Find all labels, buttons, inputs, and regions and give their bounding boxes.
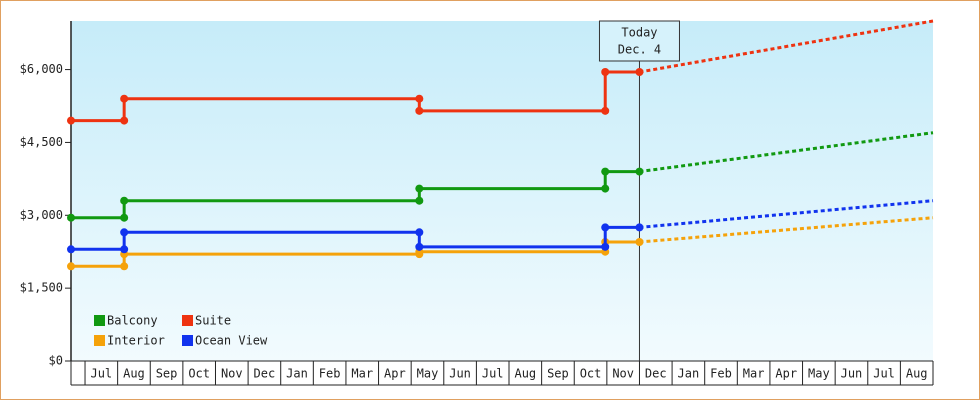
- legend-label: Suite: [195, 314, 231, 328]
- y-tick-label: $3,000: [20, 208, 63, 222]
- x-tick-label: Sep: [547, 367, 569, 381]
- forecast-line: [639, 19, 934, 74]
- today-box: [598, 20, 680, 62]
- point: [120, 196, 129, 205]
- legend-label: Interior: [107, 334, 165, 348]
- point: [415, 228, 424, 237]
- point: [415, 196, 424, 205]
- x-tick-label: Sep: [156, 367, 178, 381]
- point: [67, 262, 75, 271]
- y-tick-label: $0: [49, 354, 63, 368]
- point: [415, 106, 424, 115]
- point: [67, 245, 75, 254]
- point: [120, 245, 129, 254]
- forecast-line: [639, 199, 934, 229]
- point: [601, 167, 610, 176]
- x-tick-label: May: [808, 367, 830, 381]
- x-tick-label: Aug: [514, 367, 536, 381]
- point: [601, 242, 610, 251]
- x-tick-label: Aug: [123, 367, 145, 381]
- x-tick-label: Jan: [678, 367, 700, 381]
- x-tick-label: Aug: [906, 367, 928, 381]
- x-tick-label: Oct: [188, 367, 210, 381]
- x-tick-label: Feb: [319, 367, 341, 381]
- point: [601, 223, 610, 232]
- point: [67, 213, 75, 222]
- point: [601, 106, 610, 115]
- x-tick-label: Dec: [254, 367, 276, 381]
- legend-swatch: [182, 315, 193, 326]
- x-tick-label: Jul: [873, 367, 895, 381]
- point: [120, 116, 129, 125]
- x-tick-label: Feb: [710, 367, 732, 381]
- x-tick-label: Mar: [351, 367, 373, 381]
- x-tick-label: Jun: [841, 367, 863, 381]
- x-tick-label: Jun: [449, 367, 471, 381]
- forecast-line: [639, 216, 934, 244]
- x-tick-label: Dec: [645, 367, 667, 381]
- legend-swatch: [94, 315, 105, 326]
- forecast-line: [639, 131, 934, 174]
- x-tick-label: Jan: [286, 367, 308, 381]
- x-tick-label: Jul: [482, 367, 504, 381]
- point: [635, 238, 644, 246]
- point: [120, 213, 129, 222]
- point: [415, 242, 424, 251]
- point: [601, 68, 610, 76]
- legend-swatch: [182, 335, 193, 346]
- point: [635, 68, 644, 76]
- x-tick-label: Mar: [743, 367, 765, 381]
- plot-area: [71, 21, 933, 361]
- point: [635, 223, 644, 232]
- point: [415, 184, 424, 193]
- legend-swatch: [94, 335, 105, 346]
- point: [601, 184, 610, 193]
- point: [635, 167, 644, 176]
- y-tick-label: $1,500: [20, 281, 63, 295]
- legend-label: Ocean View: [195, 334, 268, 348]
- point: [120, 228, 129, 237]
- x-tick-label: Nov: [612, 367, 634, 381]
- x-tick-label: Apr: [384, 367, 406, 381]
- point: [120, 262, 129, 271]
- x-tick-label: May: [417, 367, 439, 381]
- point: [67, 116, 75, 125]
- y-tick-label: $6,000: [20, 62, 63, 76]
- point: [120, 94, 129, 103]
- today-label: Dec. 4: [618, 43, 661, 57]
- y-tick-label: $4,500: [20, 135, 63, 149]
- x-tick-label: Apr: [775, 367, 797, 381]
- x-tick-label: Jul: [90, 367, 112, 381]
- legend-label: Balcony: [107, 314, 158, 328]
- x-tick-label: Oct: [580, 367, 602, 381]
- point: [415, 94, 424, 103]
- x-tick-label: Nov: [221, 367, 243, 381]
- today-label: Today: [621, 26, 657, 40]
